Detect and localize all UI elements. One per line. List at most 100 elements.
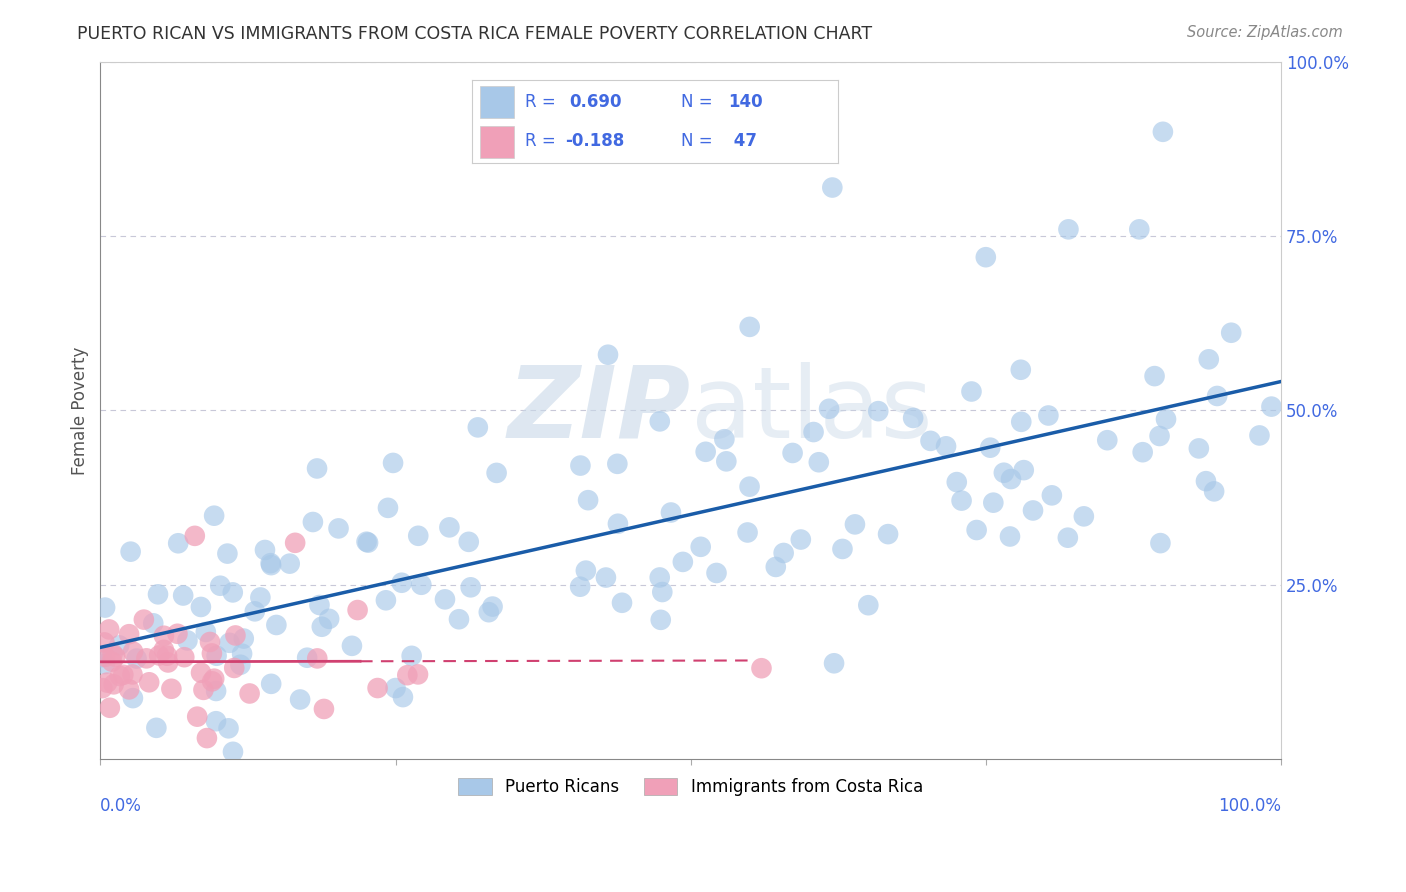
Point: [818, 401, 841, 416]
Point: [96, 675, 118, 690]
Point: [803, 425, 825, 439]
Point: [575, 564, 598, 578]
Point: [253, 543, 276, 558]
Point: [460, 580, 482, 594]
Point: [312, 702, 335, 716]
Point: [401, 648, 423, 663]
Point: [307, 651, 329, 665]
Point: [148, 648, 170, 663]
Point: [94, 649, 117, 664]
Point: [406, 667, 429, 681]
Point: [1220, 326, 1243, 340]
Point: [831, 541, 853, 556]
Point: [1206, 389, 1229, 403]
Point: [706, 566, 728, 580]
Point: [713, 432, 735, 446]
Point: [93, 635, 115, 649]
Point: [142, 616, 165, 631]
Point: [101, 647, 124, 661]
Point: [138, 675, 160, 690]
Point: [101, 655, 124, 669]
Point: [1012, 463, 1035, 477]
Point: [121, 667, 143, 681]
Point: [194, 624, 217, 639]
Point: [1022, 503, 1045, 517]
Point: [259, 556, 281, 570]
Point: [1040, 488, 1063, 502]
Point: [751, 661, 773, 675]
Point: [108, 639, 131, 653]
Point: [1152, 125, 1174, 139]
Point: [737, 525, 759, 540]
Point: [224, 661, 246, 675]
Point: [610, 596, 633, 610]
Point: [184, 529, 207, 543]
Point: [145, 721, 167, 735]
Text: PUERTO RICAN VS IMMIGRANTS FROM COSTA RICA FEMALE POVERTY CORRELATION CHART: PUERTO RICAN VS IMMIGRANTS FROM COSTA RI…: [77, 25, 873, 43]
Point: [1128, 222, 1150, 236]
Point: [1057, 222, 1080, 236]
Point: [103, 677, 125, 691]
Point: [195, 731, 218, 745]
Point: [90, 650, 112, 665]
Point: [122, 691, 145, 706]
Point: [305, 461, 328, 475]
Point: [224, 628, 246, 642]
Point: [606, 516, 628, 531]
Point: [118, 627, 141, 641]
Point: [249, 591, 271, 605]
Point: [357, 535, 380, 549]
Point: [156, 648, 179, 663]
Point: [411, 578, 433, 592]
Point: [392, 690, 415, 705]
Point: [266, 618, 288, 632]
Point: [98, 623, 121, 637]
Y-axis label: Female Poverty: Female Poverty: [72, 346, 89, 475]
Point: [1038, 409, 1060, 423]
Point: [384, 681, 406, 695]
Point: [186, 709, 208, 723]
Point: [782, 446, 804, 460]
Point: [217, 547, 239, 561]
Point: [1260, 400, 1282, 414]
Point: [239, 686, 262, 700]
Point: [1154, 412, 1177, 426]
Point: [374, 593, 396, 607]
Point: [1143, 369, 1166, 384]
Text: Source: ZipAtlas.com: Source: ZipAtlas.com: [1187, 25, 1343, 40]
Point: [877, 527, 900, 541]
Point: [765, 560, 787, 574]
Point: [232, 632, 254, 646]
Point: [695, 444, 717, 458]
Point: [135, 651, 157, 665]
Point: [807, 455, 830, 469]
Point: [391, 575, 413, 590]
Point: [198, 635, 221, 649]
Point: [772, 546, 794, 560]
Point: [229, 657, 252, 672]
Point: [98, 700, 121, 714]
Point: [467, 420, 489, 434]
Point: [231, 647, 253, 661]
Point: [260, 677, 283, 691]
Point: [659, 506, 682, 520]
Point: [367, 681, 389, 695]
Point: [160, 681, 183, 696]
Text: atlas: atlas: [690, 362, 932, 459]
Text: 0.0%: 0.0%: [100, 797, 142, 815]
Point: [302, 515, 325, 529]
Point: [433, 592, 456, 607]
Point: [868, 404, 890, 418]
Point: [132, 613, 155, 627]
Point: [112, 668, 135, 682]
Point: [1195, 474, 1218, 488]
Point: [157, 656, 180, 670]
Point: [457, 534, 479, 549]
Point: [173, 650, 195, 665]
Point: [205, 714, 228, 729]
Point: [346, 603, 368, 617]
Point: [1010, 415, 1032, 429]
Point: [858, 598, 880, 612]
Point: [288, 692, 311, 706]
Point: [993, 466, 1015, 480]
